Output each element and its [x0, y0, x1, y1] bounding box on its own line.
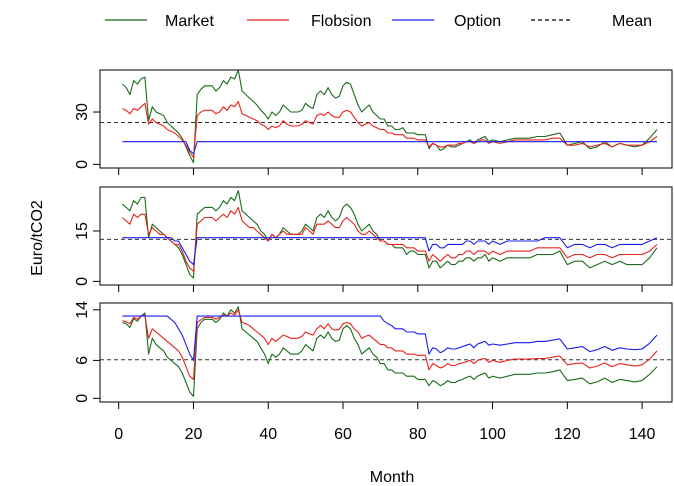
- chart-panels: 0 30 0 15 0 6 14: [74, 69, 673, 409]
- y-tick-label: 14: [74, 301, 91, 319]
- x-tick-label: 100: [479, 426, 506, 443]
- series-line-market: [122, 190, 658, 279]
- x-tick-label: 120: [554, 426, 581, 443]
- series-line-option: [122, 237, 658, 266]
- y-tick-label: 0: [74, 394, 91, 403]
- panel-frame: [99, 69, 673, 169]
- legend-label-mean: Mean: [612, 13, 652, 30]
- legend-label-option: Option: [454, 13, 501, 30]
- series-line-market: [122, 306, 658, 397]
- series-line-market: [122, 70, 658, 164]
- series-line-flobsion: [122, 309, 658, 380]
- series-line-flobsion: [122, 206, 658, 272]
- x-axis-label: Month: [370, 469, 414, 486]
- legend: Market Flobsion Option Mean: [105, 13, 652, 30]
- panel-frame: [99, 302, 673, 403]
- series-line-option: [122, 315, 658, 361]
- x-axis: 0 20 40 60 80 100 120 140: [114, 426, 655, 443]
- y-tick-label: 6: [74, 356, 91, 365]
- x-tick-label: 0: [114, 426, 123, 443]
- panel-2: 0 15: [74, 186, 673, 292]
- x-tick-label: 60: [334, 426, 352, 443]
- panel-3: 0 6 14: [74, 301, 673, 409]
- x-tick-label: 80: [409, 426, 427, 443]
- y-tick-label: 0: [74, 277, 91, 286]
- y-tick-label: 30: [74, 103, 91, 121]
- series-line-option: [122, 141, 657, 155]
- panel-frame: [99, 186, 673, 286]
- legend-label-flobsion: Flobsion: [311, 13, 371, 30]
- x-tick-label: 20: [185, 426, 203, 443]
- x-tick-label: 140: [629, 426, 656, 443]
- y-axis-label: Euro/tCO2: [29, 200, 46, 276]
- legend-label-market: Market: [165, 13, 214, 30]
- y-tick-label: 0: [74, 160, 91, 169]
- x-tick-label: 40: [259, 426, 277, 443]
- panel-1: 0 30: [74, 69, 673, 175]
- y-tick-label: 15: [74, 222, 91, 240]
- series-line-flobsion: [122, 100, 658, 158]
